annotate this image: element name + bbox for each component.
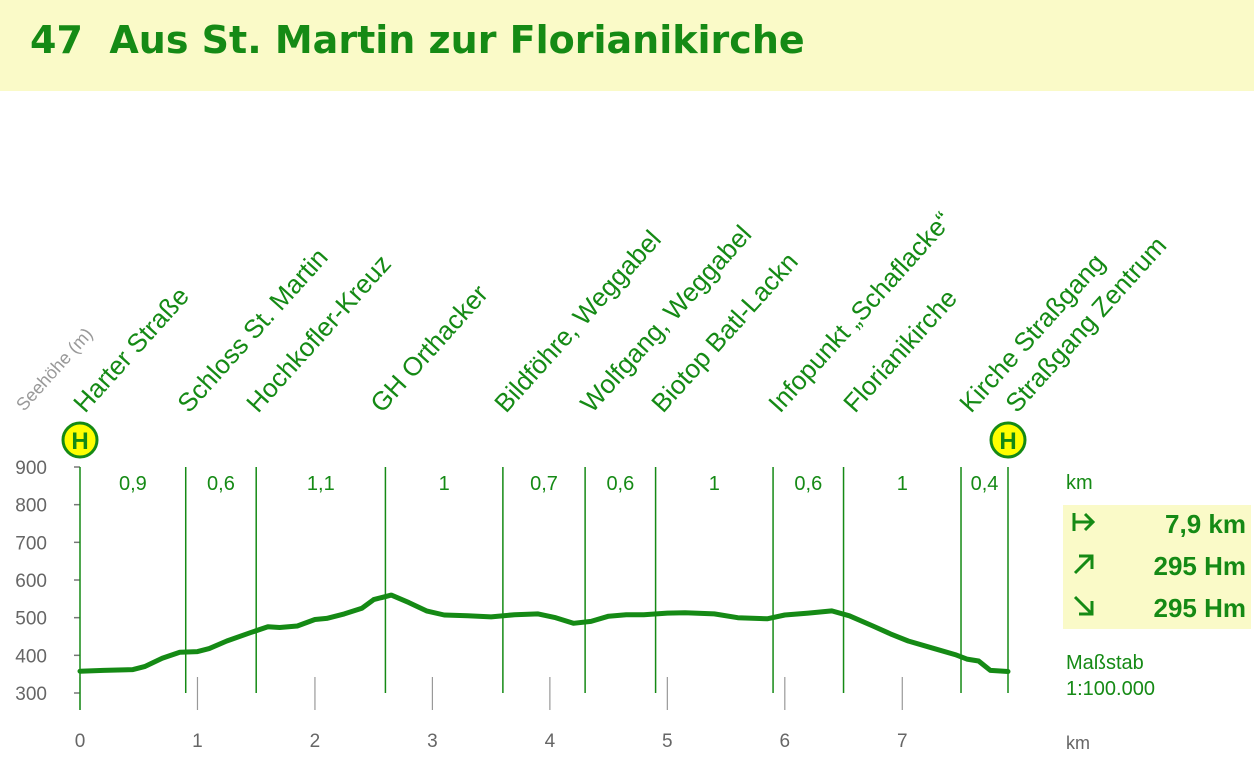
x-tick-label: 3 — [427, 731, 438, 752]
segment-km-label: km — [1066, 472, 1093, 494]
segment-distance-label: 0,6 — [207, 473, 235, 495]
segment-distance-label: 1,1 — [307, 473, 335, 495]
elevation-profile-line — [77, 592, 1011, 674]
arrow-down-right-icon — [1073, 595, 1094, 616]
scale-value: 1:100.000 — [1066, 678, 1155, 700]
arrow-up-right-icon — [1073, 554, 1094, 575]
x-axis-unit: km — [1066, 733, 1090, 753]
distance-value: 7,9 km — [1165, 509, 1246, 539]
bus-stop-letter: H — [71, 428, 88, 455]
segment-distance-label: 0,6 — [606, 473, 634, 495]
x-tick-label: 0 — [75, 731, 86, 752]
title-bar: 47 Aus St. Martin zur Florianikirche — [0, 0, 1254, 91]
y-tick-label: 400 — [15, 646, 47, 667]
x-tick-label: 4 — [545, 731, 556, 752]
waypoint-label: GH Orthacker — [364, 279, 494, 419]
segment-distance-label: 1 — [439, 473, 450, 495]
route-stats-box: 7,9 km 295 Hm 295 Hm — [1063, 505, 1251, 629]
y-tick-label: 700 — [15, 533, 47, 554]
x-tick-label: 7 — [897, 731, 908, 752]
arrow-right-icon — [1072, 512, 1096, 532]
descent-value: 295 Hm — [1153, 593, 1247, 623]
segment-distance-label: 1 — [897, 473, 908, 495]
y-tick-label: 500 — [15, 609, 47, 630]
y-tick-label: 900 — [15, 458, 47, 479]
ascent-value: 295 Hm — [1153, 551, 1247, 581]
descent-row: 295 Hm — [1063, 589, 1251, 629]
distance-row: 7,9 km — [1063, 505, 1251, 545]
page-title: 47 Aus St. Martin zur Florianikirche — [30, 18, 805, 62]
x-tick-label: 6 — [780, 731, 791, 752]
scale-info: Maßstab 1:100.000 — [1066, 650, 1155, 702]
route-name: Aus St. Martin zur Florianikirche — [109, 18, 805, 62]
y-tick-label: 300 — [15, 684, 47, 705]
scale-label: Maßstab — [1066, 652, 1144, 674]
x-tick-label: 1 — [192, 731, 203, 752]
route-number: 47 — [30, 18, 83, 62]
x-tick-label: 2 — [310, 731, 321, 752]
y-tick-label: 600 — [15, 571, 47, 592]
bus-stop-icon — [989, 421, 1027, 459]
segment-distance-label: 0,4 — [971, 473, 999, 495]
segment-distance-label: 1 — [709, 473, 720, 495]
y-tick-label: 800 — [15, 496, 47, 517]
segment-distance-label: 0,7 — [530, 473, 558, 495]
ascent-row: 295 Hm — [1063, 547, 1251, 587]
x-tick-label: 5 — [662, 731, 673, 752]
waypoint-label: Bildföhre, Weggabel — [488, 224, 667, 418]
bus-stop-icon — [61, 421, 99, 459]
segment-distance-label: 0,9 — [119, 473, 147, 495]
segment-distance-label: 0,6 — [794, 473, 822, 495]
bus-stop-letter: H — [999, 428, 1016, 455]
